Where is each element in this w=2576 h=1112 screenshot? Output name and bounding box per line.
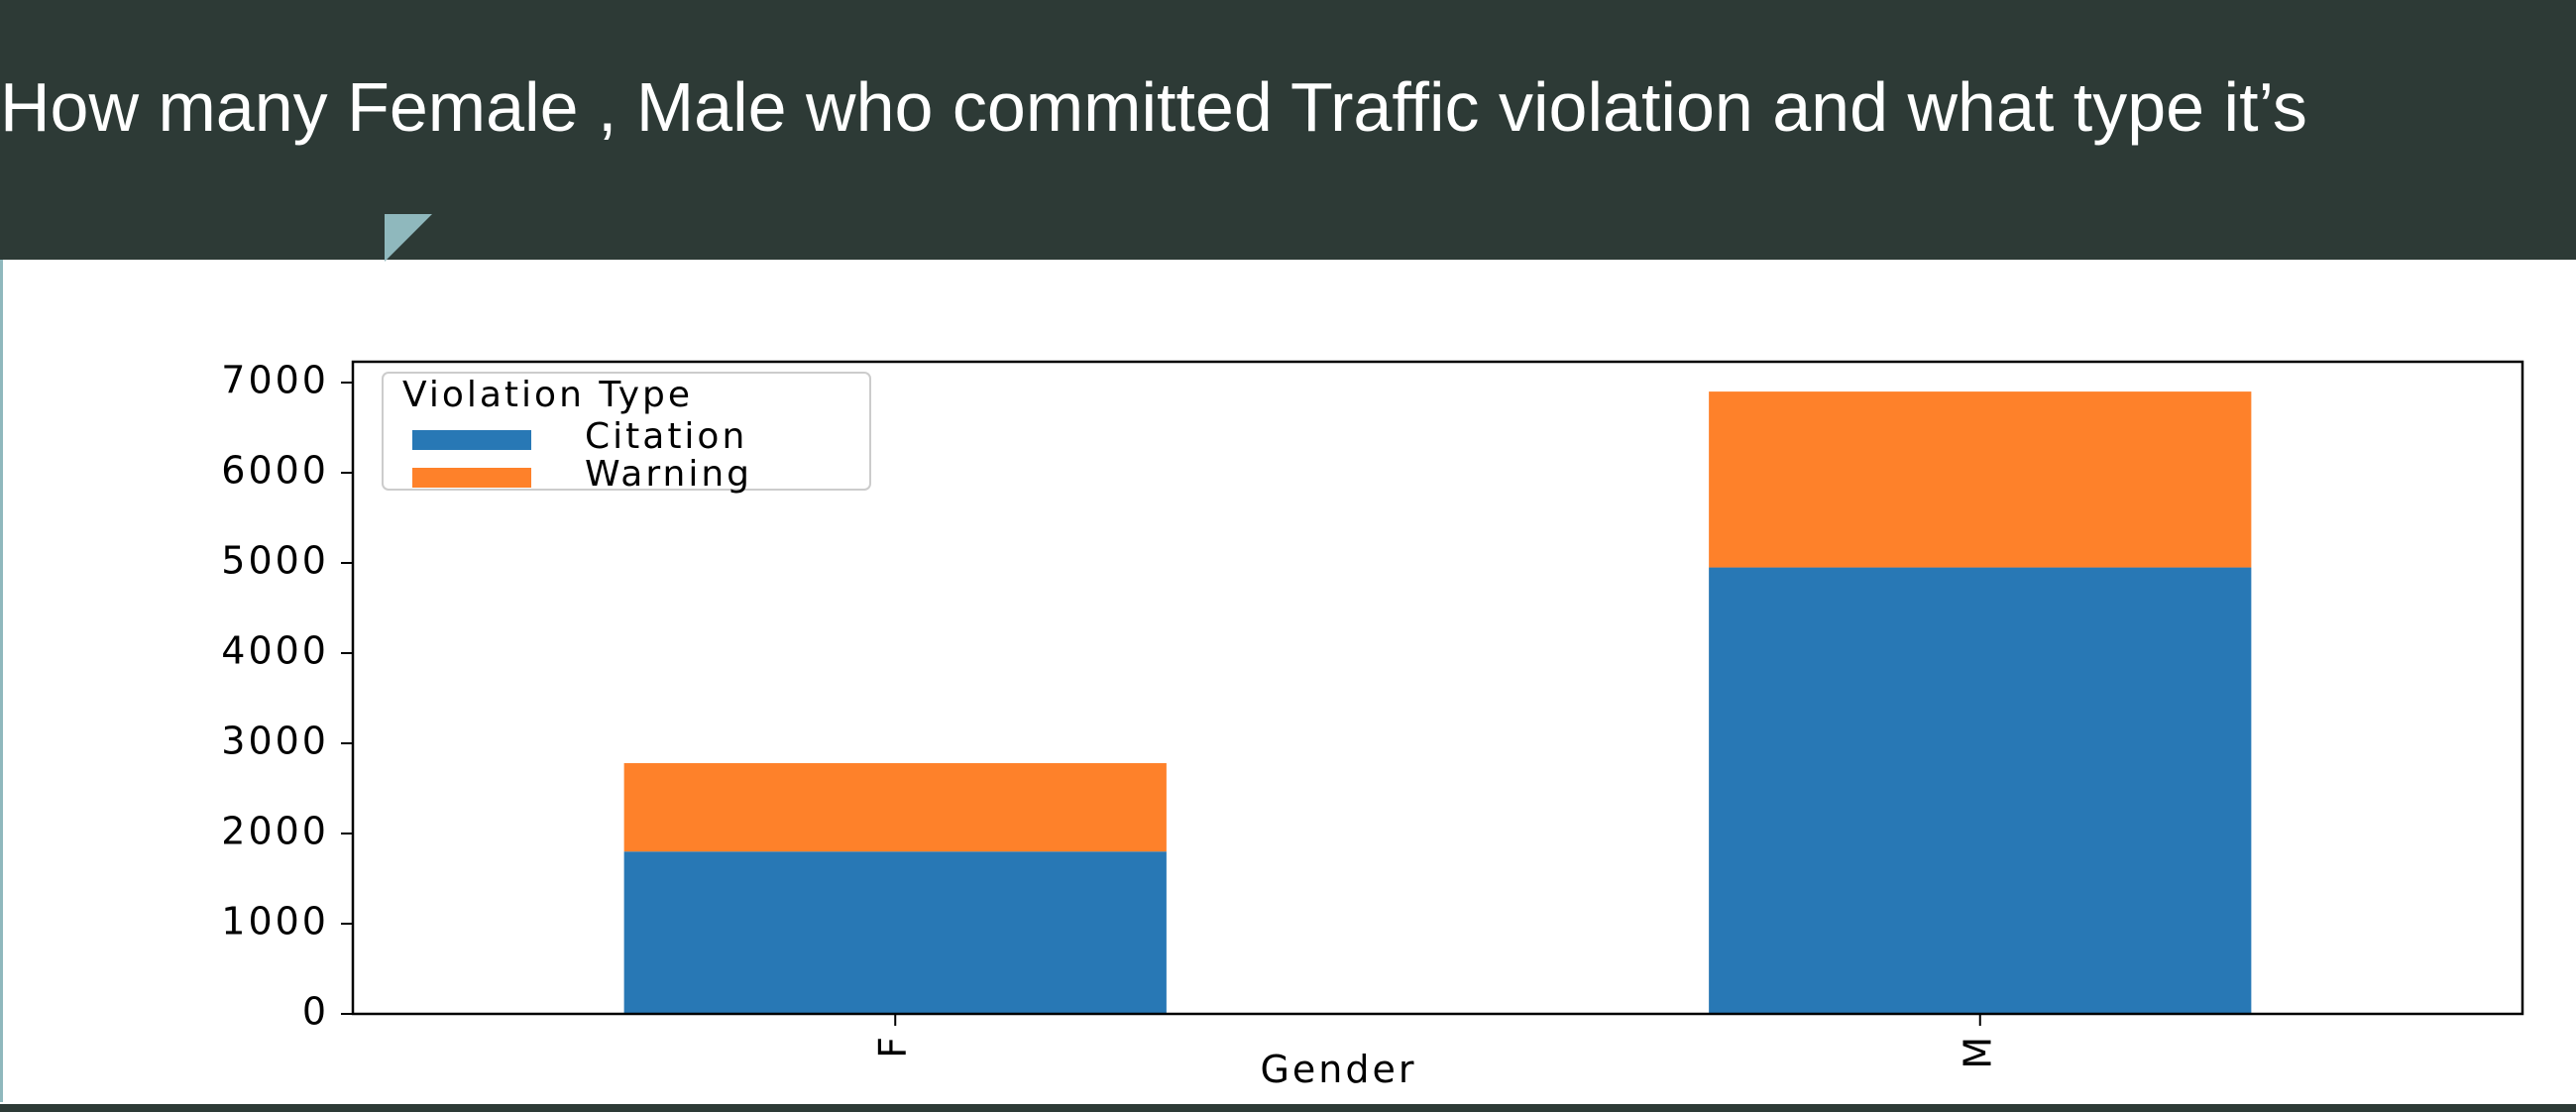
x-axis-title: Gender: [1260, 1048, 1416, 1091]
ticks-layer: F M 0 1000 2000 3000 4000 5000 6000 7000: [221, 359, 1999, 1069]
left-accent-rule: [0, 260, 3, 1102]
bottom-band: [0, 1104, 2576, 1112]
slide-title: How many Female , Male who committed Tra…: [0, 68, 2307, 146]
accent-triangle-icon: [385, 214, 432, 262]
plot-frame: [351, 360, 2524, 1016]
bar-warning-m: [1709, 391, 2252, 568]
y-tick-label: 1000: [221, 900, 329, 944]
legend-label-citation: Citation: [585, 416, 747, 457]
bar-warning-f: [623, 763, 1167, 852]
axes-layer: [351, 360, 2524, 1016]
bar-citation-m: [1709, 567, 2252, 1014]
chart-legend: Violation Type Citation Warning: [382, 372, 871, 495]
bars-layer: [623, 391, 2252, 1014]
x-tick-label: F: [871, 1034, 915, 1058]
legend-frame: [382, 372, 871, 491]
x-tick-label: M: [1956, 1034, 1999, 1069]
y-tick-label: 7000: [221, 359, 329, 402]
y-tick-label: 5000: [221, 539, 329, 583]
y-tick-label: 4000: [221, 629, 329, 673]
bar-citation-f: [623, 851, 1167, 1014]
y-tick-label: 6000: [221, 449, 329, 493]
legend-swatch-citation: [412, 430, 531, 450]
y-tick-label: 0: [302, 990, 329, 1034]
y-tick-label: 2000: [221, 810, 329, 853]
legend-title: Violation Type: [402, 375, 693, 415]
legend-swatch-warning: [412, 468, 531, 488]
legend-label-warning: Warning: [585, 454, 752, 495]
y-tick-label: 3000: [221, 720, 329, 763]
